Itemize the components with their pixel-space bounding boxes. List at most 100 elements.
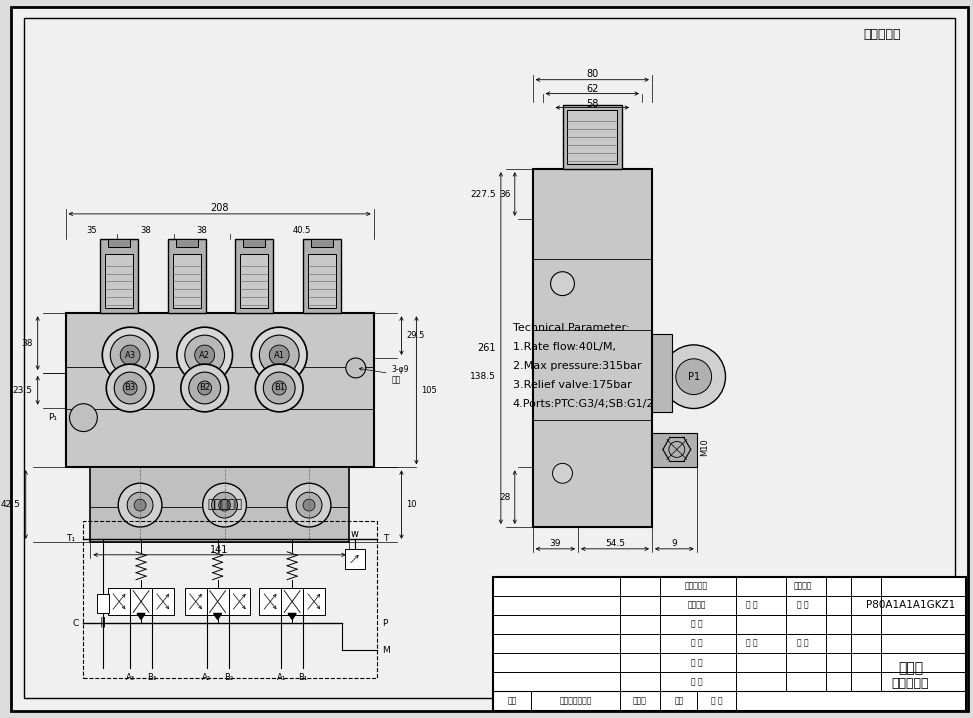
Circle shape [676,359,711,395]
Bar [240,253,269,308]
Bar [532,169,652,527]
Polygon shape [214,613,222,620]
Bar [562,105,622,169]
Text: 液压原理图: 液压原理图 [207,498,242,510]
Bar [229,587,250,615]
Text: ||: || [99,617,107,627]
Bar [152,587,174,615]
Bar [100,238,138,313]
Text: 58: 58 [586,98,598,108]
Bar [90,467,348,542]
Text: 42.5: 42.5 [1,500,20,509]
Text: 多路阀: 多路阀 [898,661,923,675]
Text: B₂: B₂ [224,673,234,682]
Bar [260,587,281,615]
Text: A1: A1 [273,350,285,360]
Circle shape [127,492,153,518]
Bar [84,521,377,678]
Bar [308,253,336,308]
Text: 1.Rate flow:40L/M,: 1.Rate flow:40L/M, [513,342,616,352]
Bar [344,549,365,569]
Circle shape [110,335,150,375]
Text: B2: B2 [199,383,210,393]
Text: T: T [382,534,388,544]
Text: 3.Relief valve:175bar: 3.Relief valve:175bar [513,380,631,390]
Circle shape [195,345,215,365]
Circle shape [270,345,289,365]
Text: B1: B1 [273,383,285,393]
Text: B₃: B₃ [148,673,157,682]
Text: 36: 36 [499,190,511,198]
Text: 23.5: 23.5 [13,386,33,395]
Circle shape [260,335,299,375]
Text: 更改人: 更改人 [633,696,647,705]
Text: A₂: A₂ [202,673,211,682]
Bar [652,334,671,412]
Circle shape [296,492,322,518]
Circle shape [303,499,315,511]
Circle shape [553,463,572,483]
Bar [108,238,130,247]
Circle shape [264,372,295,404]
Text: 图样标记: 图样标记 [794,582,812,591]
Circle shape [124,381,137,395]
Bar [185,587,206,615]
Text: 日期: 日期 [674,696,683,705]
Circle shape [202,483,246,527]
Text: 3-φ9
透孔: 3-φ9 透孔 [359,365,409,385]
Circle shape [118,483,162,527]
Text: 2.Max pressure:315bar: 2.Max pressure:315bar [513,361,641,371]
Bar [97,594,109,613]
Text: 208: 208 [210,203,229,213]
Bar [176,238,198,247]
Text: B₁: B₁ [299,673,307,682]
Text: P80A1A1A1GKZ1: P80A1A1A1GKZ1 [866,600,955,610]
Circle shape [114,372,146,404]
Text: 第 张: 第 张 [797,639,809,648]
Text: 核 对: 核 对 [691,620,703,629]
Text: B3: B3 [125,383,136,393]
Text: 38: 38 [140,226,151,236]
Text: 共 张: 共 张 [745,639,757,648]
Text: 外型尺寸图: 外型尺寸图 [863,29,900,42]
Text: 80: 80 [586,69,598,79]
Text: A₃: A₃ [126,673,134,682]
Text: 描 图: 描 图 [691,639,703,648]
Text: 29.5: 29.5 [407,331,425,340]
Circle shape [255,364,303,412]
Polygon shape [288,613,296,620]
Text: 38: 38 [197,226,207,236]
Circle shape [121,345,140,365]
Text: A2: A2 [199,350,210,360]
Text: 227.5: 227.5 [470,190,496,198]
Circle shape [219,499,231,511]
Text: 标准化检查: 标准化检查 [685,582,708,591]
Bar [105,253,133,308]
Circle shape [181,364,229,412]
Text: C: C [72,619,79,628]
Text: 39: 39 [550,539,561,549]
Text: 比 例: 比 例 [797,601,809,610]
Text: 62: 62 [586,84,598,93]
Text: w: w [351,529,359,539]
Text: 重 量: 重 量 [745,601,757,610]
Circle shape [189,372,221,404]
Text: 40.5: 40.5 [293,226,311,236]
Bar [235,238,273,313]
Text: A3: A3 [125,350,135,360]
Circle shape [272,381,286,395]
Text: A₁: A₁ [276,673,286,682]
Text: 标记: 标记 [507,696,517,705]
Text: T₁: T₁ [66,534,76,544]
Text: 38: 38 [21,339,33,348]
Text: M10: M10 [700,439,708,457]
Text: 4.Ports:PTC:G3/4;SB:G1/2: 4.Ports:PTC:G3/4;SB:G1/2 [513,398,654,409]
Bar [493,577,966,711]
Text: 单 位: 单 位 [710,696,722,705]
Text: 更改内容及理由: 更改内容及理由 [559,696,592,705]
Circle shape [345,358,366,378]
Circle shape [102,327,158,383]
Bar [65,313,374,467]
Bar [243,238,266,247]
Bar [567,110,617,164]
